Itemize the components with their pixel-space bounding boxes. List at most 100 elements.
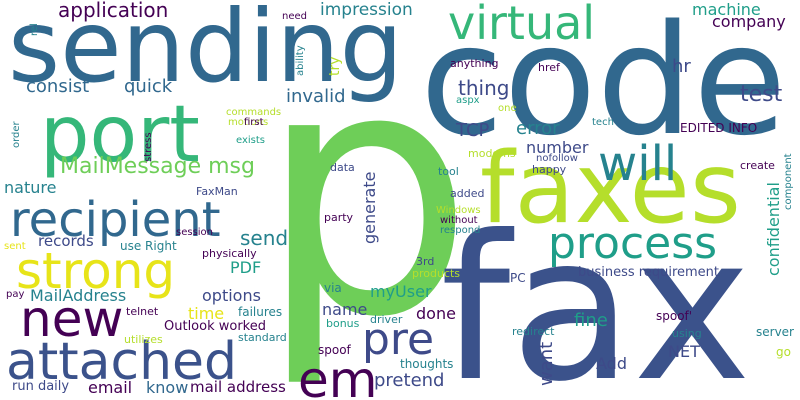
word-stress: stress — [143, 132, 154, 162]
word-thoughts: thoughts — [400, 357, 454, 371]
word-fine: fine — [574, 310, 608, 331]
word-invalid: invalid — [286, 86, 346, 107]
word-new: new — [20, 290, 124, 348]
word-send: send — [240, 226, 289, 250]
word-aspx: aspx — [456, 95, 480, 106]
word-port: port — [40, 90, 200, 180]
word-pc: PC — [510, 271, 526, 285]
word-pretend: pretend — [374, 370, 445, 391]
word-component: component — [783, 153, 794, 210]
word-anything: anything — [450, 57, 499, 70]
word-process: process — [548, 218, 718, 269]
word-hr: hr — [672, 56, 691, 77]
word-spoof: spoof — [318, 343, 351, 357]
word-party: party — [324, 211, 354, 224]
word-motions: motions — [228, 117, 269, 128]
word-order: order — [11, 121, 22, 148]
word-machine: machine — [692, 0, 761, 19]
word-go: go — [776, 345, 791, 359]
word-test: test — [740, 82, 783, 107]
word-options: options — [202, 286, 261, 305]
word-application: application — [58, 0, 169, 22]
word-first: first — [244, 117, 264, 128]
word-mail-address: mail address — [190, 378, 286, 396]
word-mailmessage-msg: MailMessage msg — [60, 154, 255, 179]
word-quick: quick — [124, 76, 173, 97]
word-email: email — [88, 378, 133, 397]
word-using: using — [672, 327, 702, 340]
word-will: will — [598, 136, 678, 192]
word-consist: consist — [26, 76, 90, 97]
word-mailaddress: MailAddress — [30, 286, 127, 305]
word-use-right: use Right — [120, 239, 177, 253]
word-rel: rel — [29, 23, 40, 36]
word-utilizes: utilizes — [124, 333, 163, 346]
word-windows: Windows — [436, 205, 481, 216]
word-attached: attached — [6, 332, 238, 392]
word-commands: commands — [226, 107, 282, 118]
word-add: Add — [596, 354, 627, 373]
word-confidential: confidential — [764, 182, 783, 276]
word-bonus: bonus — [326, 317, 360, 330]
word-generate: generate — [360, 171, 379, 244]
word-edited-info: EDITED INFO — [680, 121, 758, 135]
word-redirect: redirect — [512, 325, 555, 338]
word-physically: physically — [202, 247, 257, 260]
word-net: NET — [668, 342, 700, 361]
word-tech: tech — [592, 117, 614, 128]
word-session: session — [176, 227, 214, 238]
word-try: try — [327, 56, 343, 76]
word-respond: respond — [440, 225, 481, 236]
word-3rd: 3rd — [416, 255, 435, 268]
word-run-daily: run daily — [12, 379, 70, 394]
word-need: need — [282, 11, 307, 22]
word-without: without — [440, 215, 478, 226]
word-myuser: myUser — [370, 282, 432, 301]
word-sent: sent — [4, 241, 26, 252]
word-want: want — [536, 341, 557, 386]
word-server: server — [756, 325, 794, 339]
word-via: via — [324, 281, 342, 295]
word-failures: failures — [238, 305, 283, 319]
word-company: company — [712, 12, 786, 31]
word-done: done — [416, 304, 456, 323]
word-pre: pre — [362, 314, 435, 365]
word-strong: strong — [16, 242, 176, 300]
word-records: records — [38, 232, 94, 250]
word-create: create — [740, 159, 775, 172]
word-tool: tool — [438, 165, 459, 178]
word-outlook-worked: Outlook worked — [164, 319, 266, 334]
word-faxes: faxes — [480, 132, 741, 246]
word-code: code — [420, 0, 787, 169]
word-time: time — [188, 304, 225, 323]
word-spoof-quote: spoof' — [656, 309, 693, 323]
word-pdf: PDF — [230, 258, 262, 277]
word-exists: exists — [236, 135, 266, 146]
word-href: href — [538, 61, 560, 74]
word-fax: fax — [440, 193, 752, 400]
word-faxman: FaxMan — [196, 185, 238, 198]
word-happy: happy — [532, 163, 567, 176]
word-em: em — [298, 351, 378, 400]
word-virtual: virtual — [448, 0, 596, 50]
word-tcp: TCP — [456, 120, 490, 141]
word-name: name — [322, 300, 368, 319]
word-business-requirement: business requirement — [578, 265, 720, 280]
word-number: number — [526, 138, 589, 157]
word-standard: standard — [238, 331, 287, 344]
word-modems: modems — [468, 147, 516, 160]
word-added: added — [450, 187, 485, 200]
word-data: data — [330, 161, 355, 174]
word-nature: nature — [4, 178, 57, 197]
word-sending: sending — [8, 0, 404, 105]
word-products: products — [412, 267, 461, 280]
word-nofollow: nofollow — [536, 153, 578, 164]
word-ability: ability — [295, 45, 306, 76]
word-p: p — [258, 0, 474, 392]
word-impression: impression — [320, 0, 413, 20]
word-telnet: telnet — [126, 305, 159, 318]
word-error: error — [516, 118, 560, 139]
word-know: know — [146, 378, 189, 397]
word-driver: driver — [370, 313, 403, 326]
